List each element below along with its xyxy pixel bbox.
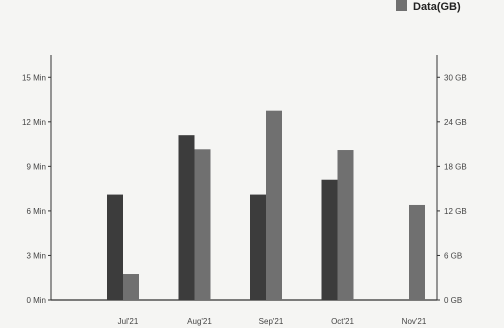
y-right-tick-label: 12 GB (444, 207, 467, 216)
y-right-tick-label: 30 GB (444, 73, 467, 82)
tick-labels: 0 Min 3 Min 6 Min 9 Min 12 Min 15 Min 0 GB 6 GB… (22, 73, 467, 326)
y-left-tick-label: 12 Min (22, 118, 46, 127)
bars (107, 110, 425, 300)
y-left-tick-label: 15 Min (22, 73, 46, 82)
legend-label-data: Data(GB) (413, 1, 461, 13)
x-tick-label: Jul'21 (118, 317, 139, 326)
y-right-tick-label: 18 GB (444, 162, 467, 171)
minutes-bar (107, 194, 123, 300)
y-right-tick-label: 0 GB (444, 296, 462, 305)
data-gb-bar (409, 204, 425, 300)
data-gb-bar (123, 274, 139, 300)
minutes-bar (178, 135, 195, 300)
y-left-tick-label: 9 Min (26, 162, 46, 171)
data-gb-bar (266, 110, 282, 300)
axes (48, 55, 440, 301)
data-gb-bar (337, 150, 354, 300)
legend-swatch-data (396, 0, 407, 11)
x-tick-label: Aug'21 (187, 317, 212, 326)
y-left-tick-label: 6 Min (26, 207, 46, 216)
minutes-bar (321, 179, 338, 300)
x-tick-label: Oct'21 (331, 317, 354, 326)
x-tick-label: Sep'21 (259, 317, 284, 326)
x-tick-label: Nov'21 (402, 317, 427, 326)
y-right-tick-label: 6 GB (444, 251, 462, 260)
data-gb-bar (194, 149, 211, 300)
legend: Data(GB) (396, 0, 461, 13)
y-right-tick-label: 24 GB (444, 118, 467, 127)
minutes-bar (250, 194, 266, 300)
y-left-tick-label: 3 Min (26, 251, 46, 260)
y-left-tick-label: 0 Min (26, 296, 46, 305)
